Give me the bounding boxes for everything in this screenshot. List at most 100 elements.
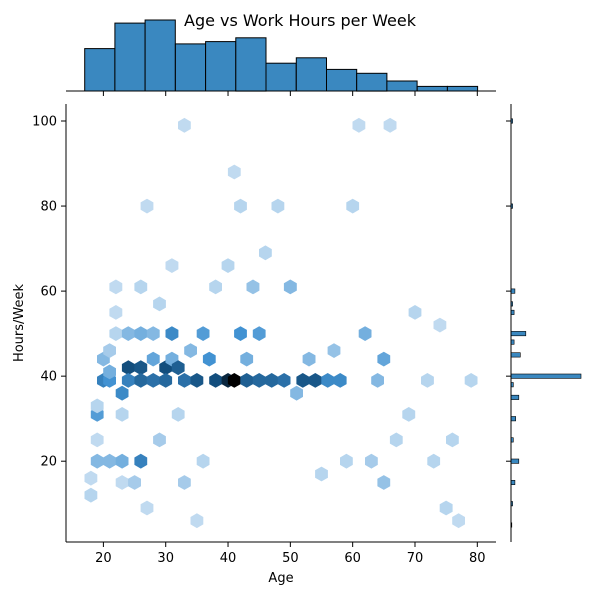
age-hist-bar — [356, 72, 388, 92]
hex-cell — [134, 453, 148, 469]
hex-cell — [308, 373, 322, 388]
hex-cell — [371, 373, 384, 388]
x-tick-label: 40 — [220, 551, 237, 566]
hex-cell — [146, 373, 160, 388]
hex-cell — [196, 326, 210, 341]
age-hist-bar — [416, 85, 448, 92]
hours-hist-bar — [510, 416, 516, 422]
hex-cell — [121, 326, 135, 341]
hex-cell — [464, 373, 478, 388]
hex-cell — [90, 432, 104, 448]
hex-cell — [153, 432, 166, 448]
hex-cell — [109, 305, 123, 320]
y-tick-label: 40 — [40, 370, 57, 385]
hex-cell — [333, 373, 347, 388]
hex-cell — [121, 373, 135, 388]
hex-cell — [165, 258, 179, 273]
age-hist-bar — [235, 37, 267, 92]
hex-cell — [115, 385, 129, 401]
hex-cell — [252, 326, 266, 341]
chart-title: Age vs Work Hours per Week — [184, 11, 417, 30]
hex-cell — [90, 398, 104, 414]
age-hist-bar — [84, 48, 116, 92]
y-tick-label: 20 — [40, 455, 57, 470]
hex-cell — [178, 117, 191, 133]
hours-marginal-histogram — [510, 118, 582, 528]
hex-cell — [327, 343, 341, 358]
hex-cell — [240, 373, 254, 388]
hex-cell — [221, 258, 235, 273]
hex-cell — [190, 513, 204, 529]
hex-cell — [90, 453, 104, 469]
hex-cell — [134, 360, 148, 376]
x-tick-label: 60 — [344, 551, 361, 566]
hex-cell — [134, 373, 148, 388]
hex-cell — [115, 453, 129, 469]
y-tick-label: 80 — [40, 200, 57, 215]
hex-cell — [433, 317, 447, 333]
hex-cell — [452, 513, 465, 529]
hex-cell — [178, 475, 191, 490]
hex-cell — [296, 373, 310, 388]
hours-hist-bar — [510, 479, 516, 485]
hex-cell — [84, 470, 98, 486]
hex-cell — [178, 373, 191, 388]
hex-cell — [227, 164, 241, 180]
hex-cell — [146, 326, 160, 341]
hex-cell — [234, 326, 247, 341]
hex-cell — [427, 453, 441, 469]
y-tick-label: 100 — [32, 115, 57, 130]
hex-cell — [209, 279, 222, 295]
hex-cell — [446, 432, 459, 448]
hex-cell — [115, 407, 129, 422]
hex-cell — [259, 245, 272, 261]
age-hist-bar — [144, 19, 176, 92]
hex-cell — [109, 326, 123, 341]
hex-cell — [121, 360, 135, 376]
age-hist-bar — [265, 62, 297, 92]
hex-cell — [358, 326, 372, 341]
age-hist-bar — [114, 22, 146, 92]
hex-cell — [402, 407, 416, 422]
hex-cell — [234, 198, 247, 214]
hex-cell — [190, 373, 204, 388]
hex-cell — [165, 326, 179, 341]
hex-cell — [84, 487, 98, 503]
hex-cell — [128, 475, 141, 490]
age-hist-bar — [174, 43, 207, 92]
hex-cell — [365, 453, 378, 469]
age-hist-bar — [205, 41, 237, 92]
main-axes — [65, 90, 512, 543]
hex-cell — [115, 475, 129, 490]
hex-cell — [315, 466, 328, 482]
x-axis-label: Age — [268, 571, 293, 586]
x-tick-label: 30 — [157, 551, 174, 566]
x-ticks: 20 30 40 50 60 70 80 — [95, 542, 486, 566]
hex-cell — [352, 117, 366, 133]
hex-cell — [159, 373, 173, 388]
hex-cell — [346, 198, 360, 214]
hours-hist-bar — [510, 331, 527, 337]
top-hist-ticks — [102, 91, 478, 96]
hex-cell — [140, 198, 154, 214]
hex-cell — [171, 360, 185, 376]
hours-hist-bar — [510, 288, 516, 294]
hex-cell — [134, 326, 148, 341]
hex-cell — [246, 279, 260, 295]
hex-cell — [252, 373, 266, 388]
x-tick-label: 80 — [469, 551, 486, 566]
hex-cell — [202, 351, 216, 367]
hours-hist-bar — [510, 458, 520, 464]
age-hist-bar — [386, 80, 418, 92]
hex-cell — [209, 373, 222, 388]
hex-cell — [383, 117, 397, 133]
hex-cell — [408, 305, 422, 320]
hex-cell — [134, 279, 148, 295]
hex-cell — [421, 373, 434, 388]
y-ticks: 20 40 60 80 100 — [32, 115, 66, 470]
hex-cell — [271, 198, 285, 214]
hex-cell — [103, 343, 116, 358]
right-hist-ticks — [506, 120, 511, 462]
